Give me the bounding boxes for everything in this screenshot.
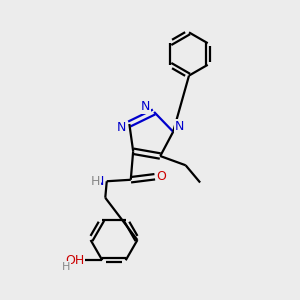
Text: H: H bbox=[62, 262, 70, 272]
Text: N: N bbox=[175, 120, 184, 133]
Text: N: N bbox=[116, 121, 126, 134]
Text: O: O bbox=[156, 170, 166, 183]
Text: OH: OH bbox=[65, 254, 84, 267]
Text: N: N bbox=[95, 175, 104, 188]
Text: N: N bbox=[141, 100, 150, 113]
Text: H: H bbox=[91, 175, 100, 188]
